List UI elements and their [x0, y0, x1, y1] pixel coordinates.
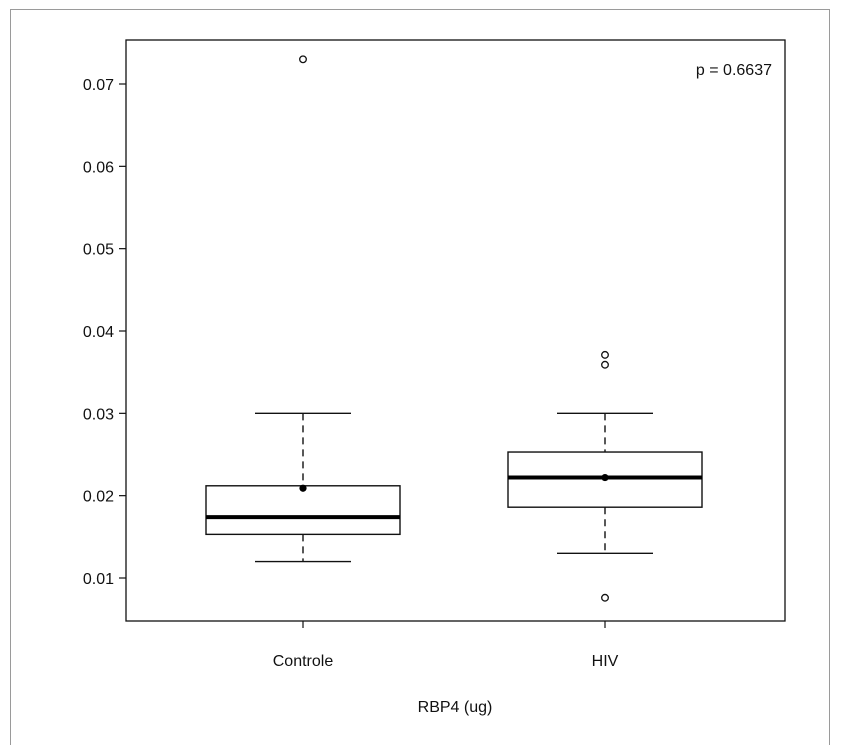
figure-frame [10, 9, 830, 745]
mean-point-1 [601, 473, 609, 482]
x-tick-label-0: Controle [273, 653, 334, 670]
y-tick-label-1: 0.02 [83, 489, 114, 506]
outlier-1-0 [601, 593, 609, 602]
mean-point-0 [299, 484, 307, 492]
y-tick-label-0: 0.01 [83, 571, 114, 588]
iqr-box-0 [205, 485, 401, 536]
x-axis: Controle HIV [273, 621, 619, 670]
y-tick-label-2: 0.03 [83, 406, 114, 423]
p-value-annotation: p = 0.6637 [696, 62, 772, 79]
y-tick-label-3: 0.04 [83, 324, 114, 341]
boxes [205, 55, 703, 602]
outlier-1-2 [601, 350, 609, 359]
x-axis-label: RBP4 (ug) [418, 699, 493, 716]
y-tick-label-5: 0.06 [83, 159, 114, 176]
outlier-0-0 [299, 55, 307, 64]
outlier-1-1 [601, 360, 609, 369]
y-tick-label-4: 0.05 [83, 242, 114, 259]
y-tick-label-6: 0.07 [83, 77, 114, 94]
box-group-1 [507, 350, 703, 602]
x-tick-label-1: HIV [592, 653, 619, 670]
box-group-0 [205, 55, 401, 563]
y-axis: 0.01 0.02 0.03 0.04 0.05 0.06 0.07 [83, 77, 126, 588]
